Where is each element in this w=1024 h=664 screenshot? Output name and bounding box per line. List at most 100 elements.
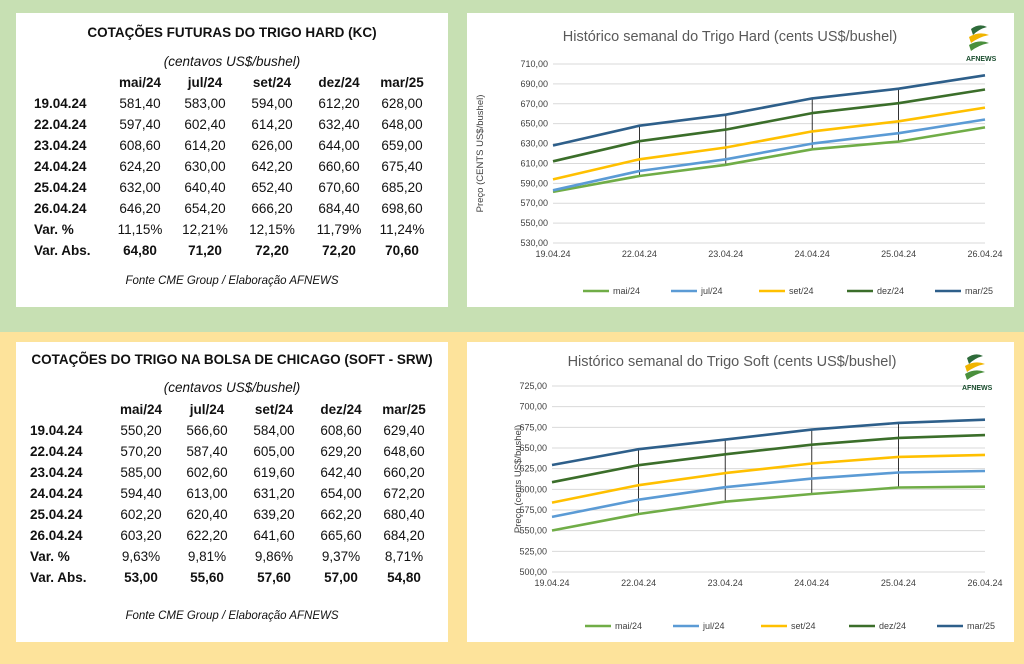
afnews-logo: AFNEWS	[961, 350, 995, 397]
table-cell: 594,00	[251, 96, 293, 111]
table-row: 23.04.24 585,00 602,60 619,60 642,40 660,20	[30, 462, 434, 483]
table-cell: 12,21%	[182, 222, 228, 237]
row-label: 26.04.24	[30, 528, 83, 543]
table-cell: 639,20	[253, 507, 295, 522]
table-row: 25.04.24 632,00 640,40 652,40 670,60 685,20	[34, 177, 432, 198]
series-line-set-24	[552, 106, 986, 181]
x-tick-label: 19.04.24	[535, 249, 570, 259]
table-cell: 602,20	[120, 507, 162, 522]
table-cell: 660,60	[318, 159, 360, 174]
y-tick-label: 590,00	[520, 178, 548, 188]
row-label: Var. Abs.	[34, 243, 91, 258]
afnews-logo-text: AFNEWS	[962, 385, 993, 392]
table-cell: 641,60	[253, 528, 295, 543]
x-tick-label: 25.04.24	[881, 578, 916, 588]
table-cell: 9,37%	[321, 549, 361, 564]
table-cell: 654,00	[320, 486, 362, 501]
hard-quotes-table: mai/24 jul/24 set/24 dez/24 mar/25 19.04.24 58…	[34, 72, 432, 261]
table-cell: 57,60	[257, 570, 291, 585]
hard-table-units: (centavos US$/bushel)	[163, 54, 301, 69]
row-label: 22.04.24	[30, 444, 83, 459]
table-cell: 654,20	[184, 201, 226, 216]
table-cell: 12,15%	[249, 222, 295, 237]
soft-wheat-chart-panel: Histórico semanal do Trigo Soft (cents U…	[467, 342, 1014, 642]
table-cell: 672,20	[383, 486, 425, 501]
hard-wheat-chart-panel: Histórico semanal do Trigo Hard (cents U…	[467, 13, 1014, 307]
table-cell: 619,60	[253, 465, 295, 480]
table-cell: 662,20	[320, 507, 362, 522]
table-cell: 632,00	[119, 180, 161, 195]
table-cell: 72,20	[322, 243, 356, 258]
hard-wheat-quotes-panel: COTAÇÕES FUTURAS DO TRIGO HARD (KC) (cen…	[16, 13, 448, 307]
table-cell: 620,40	[186, 507, 228, 522]
x-tick-label: 25.04.24	[881, 249, 916, 259]
y-tick-label: 700,00	[519, 402, 547, 412]
table-cell: 594,40	[120, 486, 162, 501]
legend-label: dez/24	[879, 621, 906, 631]
series-line-jul-24	[551, 469, 986, 519]
row-label: 26.04.24	[34, 201, 87, 216]
series-line-set-24	[551, 453, 986, 504]
table-row: Var. % 9,63% 9,81% 9,86% 9,37% 8,71%	[30, 546, 434, 567]
table-cell: 659,00	[381, 138, 423, 153]
row-label: 19.04.24	[34, 96, 87, 111]
legend-label: set/24	[791, 621, 816, 631]
contract-column-header: dez/24	[320, 402, 362, 417]
series-line-mar-25	[552, 74, 986, 147]
soft-quotes-table: mai/24 jul/24 set/24 dez/24 mar/25 19.04.24 55…	[30, 399, 434, 588]
table-cell: 614,20	[184, 138, 226, 153]
table-row: Var. % 11,15% 12,21% 12,15% 11,79% 11,24%	[34, 219, 432, 240]
legend-label: mai/24	[613, 286, 640, 296]
table-cell: 570,20	[120, 444, 162, 459]
y-tick-label: 610,00	[520, 158, 548, 168]
contract-column-header: mar/25	[382, 402, 426, 417]
table-cell: 581,40	[119, 96, 161, 111]
contract-column-header: jul/24	[189, 402, 225, 417]
row-label: 23.04.24	[30, 465, 83, 480]
series-line-mai-24	[552, 126, 986, 194]
row-label: 22.04.24	[34, 117, 87, 132]
header-row: mai/24 jul/24 set/24 dez/24 mar/25	[30, 399, 434, 420]
y-tick-label: 725,00	[519, 381, 547, 391]
table-cell: 55,60	[190, 570, 224, 585]
afnews-leaf-icon: AFNEWS	[962, 354, 993, 392]
soft-wheat-quotes-panel: COTAÇÕES DO TRIGO NA BOLSA DE CHICAGO (S…	[16, 342, 448, 642]
table-row: 25.04.24 602,20 620,40 639,20 662,20 680,40	[30, 504, 434, 525]
table-cell: 684,20	[383, 528, 425, 543]
y-tick-label: 525,00	[519, 546, 547, 556]
table-row: 24.04.24 594,40 613,00 631,20 654,00 672,20	[30, 483, 434, 504]
table-cell: 648,00	[381, 117, 423, 132]
row-label: Var. %	[34, 222, 74, 237]
legend-label: mar/25	[965, 286, 993, 296]
table-row: 26.04.24 646,20 654,20 666,20 684,40 698,60	[34, 198, 432, 219]
table-cell: 72,20	[255, 243, 289, 258]
table-cell: 64,80	[123, 243, 157, 258]
table-cell: 675,40	[381, 159, 423, 174]
table-cell: 71,20	[188, 243, 222, 258]
table-cell: 612,20	[318, 96, 360, 111]
y-tick-label: 630,00	[520, 139, 548, 149]
table-cell: 665,60	[320, 528, 362, 543]
table-cell: 584,00	[253, 423, 295, 438]
header-corner	[30, 399, 108, 420]
x-tick-label: 19.04.24	[534, 578, 569, 588]
y-axis-label: Preço (cents US$/bushel)	[513, 425, 524, 533]
table-cell: 631,20	[253, 486, 295, 501]
table-cell: 602,60	[186, 465, 228, 480]
table-cell: 9,86%	[254, 549, 294, 564]
y-tick-label: 550,00	[519, 526, 547, 536]
header-row: mai/24 jul/24 set/24 dez/24 mar/25	[34, 72, 432, 93]
row-label: 24.04.24	[30, 486, 83, 501]
table-cell: 9,63%	[121, 549, 161, 564]
table-cell: 602,40	[184, 117, 226, 132]
table-cell: 666,20	[251, 201, 293, 216]
x-tick-label: 24.04.24	[795, 249, 830, 259]
table-cell: 622,20	[186, 528, 228, 543]
y-axis-label: Preço (CENTS US$/bushel)	[475, 95, 486, 213]
series-line-dez-24	[552, 88, 986, 163]
legend-label: jul/24	[702, 621, 725, 631]
table-cell: 642,40	[320, 465, 362, 480]
table-cell: 698,60	[381, 201, 423, 216]
legend-label: set/24	[789, 286, 814, 296]
table-row: 24.04.24 624,20 630,00 642,20 660,60 675,40	[34, 156, 432, 177]
